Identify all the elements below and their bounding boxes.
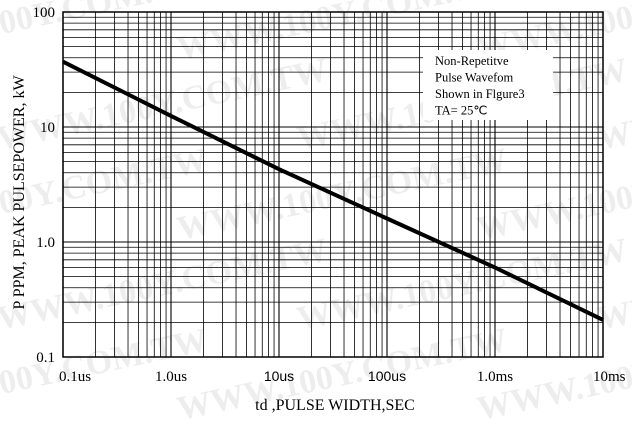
y-tick-label: 1.0 xyxy=(36,235,55,251)
plot-frame xyxy=(62,11,604,358)
y-tick-labels: 100 10 1.0 0.1 xyxy=(33,5,56,366)
y-tick-label: 10 xyxy=(40,120,55,136)
x-tick-label: 1.0us xyxy=(155,369,187,385)
x-tick-labels: 0.1us 1.0us 10us 100us 1.0ms 10ms xyxy=(59,368,626,385)
annotation-line-2: Pulse Wavefom xyxy=(435,71,514,85)
y-tick-label: 100 xyxy=(33,5,56,21)
x-tick-label: 0.1us xyxy=(59,369,91,385)
x-tick-label: 10us xyxy=(264,368,294,384)
annotation-box: Non-Repetitve Pulse Wavefom Shown in Flg… xyxy=(423,50,553,120)
x-tick-label: 10ms xyxy=(593,369,626,385)
annotation-line-4: TA= 25℃ xyxy=(435,104,487,118)
series-line xyxy=(62,59,604,322)
watermark-text: WWW.100Y.COM.TW xyxy=(0,52,331,158)
y-tick-label: 0.1 xyxy=(36,350,55,366)
x-axis-label: td ,PULSE WIDTH,SEC xyxy=(255,397,415,414)
y-axis-label: P PPM, PEAK PULSEPOWER, kW xyxy=(11,75,28,310)
annotation-background xyxy=(423,50,553,120)
annotation-line-1: Non-Repetitve xyxy=(435,54,509,68)
watermark-text: WWW.100Y.COM.TW xyxy=(174,142,511,248)
annotation-line-3: Shown in Flgure3 xyxy=(435,87,525,101)
x-tick-label: 100us xyxy=(368,368,406,384)
x-tick-label: 1.0ms xyxy=(477,369,513,385)
